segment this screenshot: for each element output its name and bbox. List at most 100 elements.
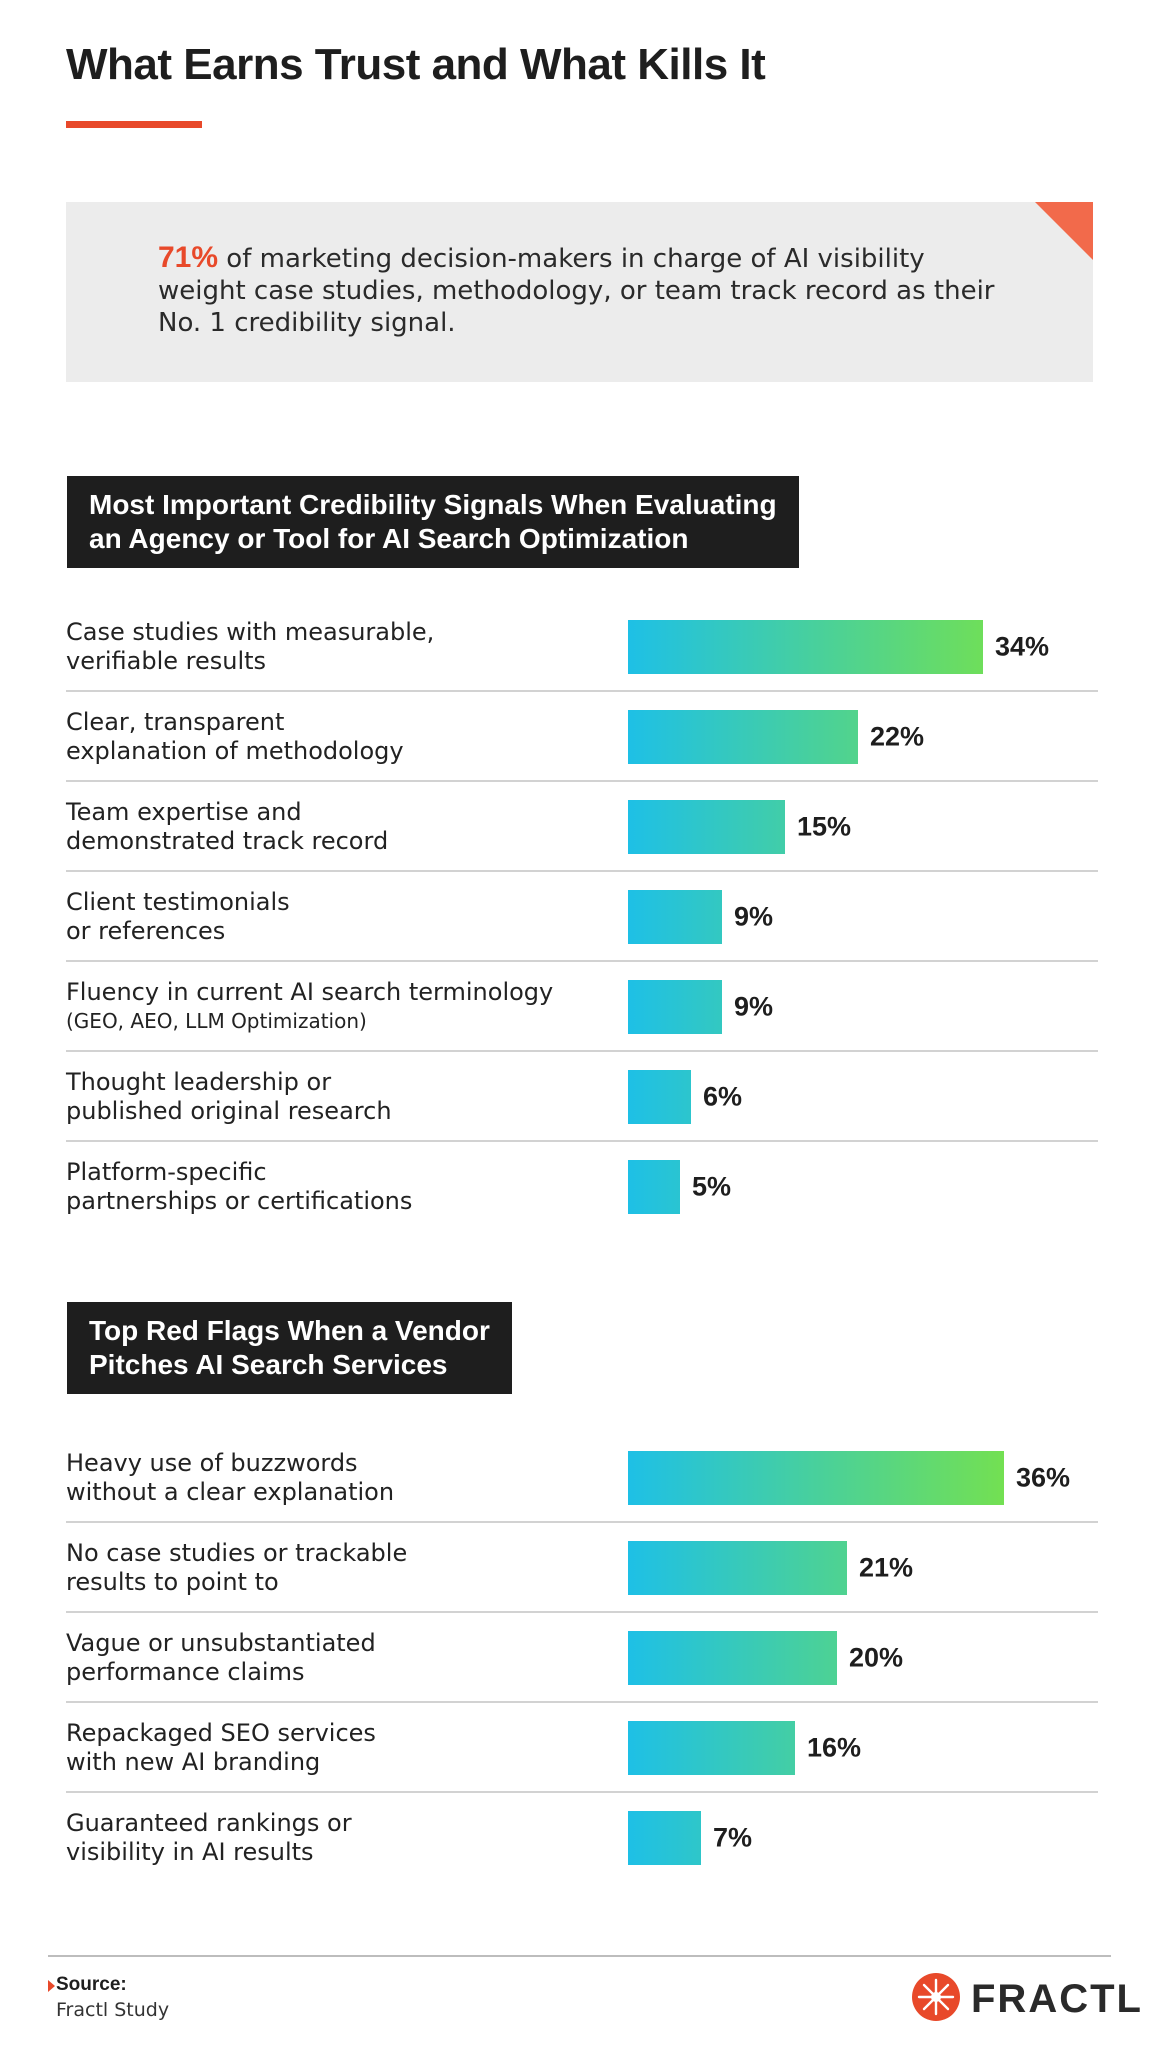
category-label: Clear, transparent explanation of methodo… xyxy=(66,708,626,766)
category-label-line: or references xyxy=(66,917,226,945)
row-divider xyxy=(66,960,1098,962)
chart-title-line: an Agency or Tool for AI Search Optimiza… xyxy=(89,523,689,554)
chart-row: Clear, transparent explanation of methodo… xyxy=(66,692,1098,782)
value-label: 21% xyxy=(859,1552,914,1583)
category-label: Client testimonials or references xyxy=(66,888,626,946)
category-label-line: performance claims xyxy=(66,1658,305,1686)
value-label: 16% xyxy=(807,1732,862,1763)
row-divider xyxy=(66,1791,1098,1793)
category-label-line: No case studies or trackable xyxy=(66,1539,408,1567)
chart-row: Case studies with measurable, verifiable … xyxy=(66,602,1098,692)
category-label-line: with new AI branding xyxy=(66,1748,321,1776)
category-label: Team expertise and demonstrated track rec… xyxy=(66,798,626,856)
row-divider xyxy=(66,1521,1098,1523)
category-label-line: Repackaged SEO services xyxy=(66,1719,376,1747)
row-divider xyxy=(66,870,1098,872)
row-divider xyxy=(66,1701,1098,1703)
bar xyxy=(628,1721,795,1775)
category-label-line: without a clear explanation xyxy=(66,1478,395,1506)
fractl-logo-icon xyxy=(912,1973,960,2021)
category-label: Fluency in current AI search terminology… xyxy=(66,978,626,1036)
bar xyxy=(628,1811,701,1865)
page-title: What Earns Trust and What Kills It xyxy=(66,40,766,89)
value-label: 7% xyxy=(713,1822,753,1853)
chart-title-credibility-signals: Most Important Credibility Signals When … xyxy=(67,476,799,568)
category-label: Guaranteed rankings or visibility in AI r… xyxy=(66,1809,626,1867)
bar xyxy=(628,1160,680,1214)
category-label: No case studies or trackable results to p… xyxy=(66,1539,626,1597)
value-label: 5% xyxy=(692,1171,732,1202)
category-label-line: Case studies with measurable, xyxy=(66,618,435,646)
source-text: Fractl Study xyxy=(56,1999,170,2021)
category-label-line: visibility in AI results xyxy=(66,1838,314,1866)
category-label: Heavy use of buzzwords without a clear ex… xyxy=(66,1449,626,1507)
value-label: 15% xyxy=(797,811,852,842)
source-marker-icon xyxy=(48,1980,55,1992)
brand-name: FRACTL xyxy=(971,1977,1143,2021)
value-label: 36% xyxy=(1016,1462,1071,1493)
chart-title-line: Top Red Flags When a Vendor xyxy=(89,1315,490,1346)
category-label-line: published original research xyxy=(66,1097,392,1125)
row-divider xyxy=(66,780,1098,782)
category-label-line: Thought leadership or xyxy=(66,1068,332,1096)
bar xyxy=(628,1631,837,1685)
category-label-line: demonstrated track record xyxy=(66,827,389,855)
category-label: Repackaged SEO services with new AI brand… xyxy=(66,1719,626,1777)
category-label-line: Clear, transparent xyxy=(66,708,285,736)
value-label: 20% xyxy=(849,1642,904,1673)
category-label-line: Vague or unsubstantiated xyxy=(66,1629,376,1657)
chart-row: Platform-specific partnerships or certifi… xyxy=(66,1142,1098,1232)
bar xyxy=(628,620,983,674)
value-label: 6% xyxy=(703,1081,743,1112)
key-stat-callout: 71% of marketing decision-makers in char… xyxy=(66,202,1093,382)
bar xyxy=(628,1541,847,1595)
brand-logo: FRACTL xyxy=(911,1960,1141,2030)
footer-divider xyxy=(48,1955,1111,1957)
bar xyxy=(628,1070,691,1124)
chart-row: Vague or unsubstantiated performance clai… xyxy=(66,1613,1098,1703)
chart-row: Repackaged SEO services with new AI brand… xyxy=(66,1703,1098,1793)
category-label-line: (GEO, AEO, LLM Optimization) xyxy=(66,1009,367,1033)
category-label-line: Client testimonials xyxy=(66,888,290,916)
chart-row: Client testimonials or references 9% xyxy=(66,872,1098,962)
bar xyxy=(628,890,722,944)
callout-stat: 71% xyxy=(158,241,219,274)
category-label: Vague or unsubstantiated performance clai… xyxy=(66,1629,626,1687)
category-label-line: Fluency in current AI search terminology xyxy=(66,978,554,1006)
row-divider xyxy=(66,1140,1098,1142)
category-label: Case studies with measurable, verifiable … xyxy=(66,618,626,676)
callout-body: of marketing decision-makers in charge o… xyxy=(158,244,995,338)
chart-row: Guaranteed rankings or visibility in AI r… xyxy=(66,1793,1098,1883)
value-label: 34% xyxy=(995,631,1050,662)
row-divider xyxy=(66,1611,1098,1613)
category-label-line: results to point to xyxy=(66,1568,279,1596)
bar xyxy=(628,1451,1004,1505)
bar xyxy=(628,800,785,854)
bar xyxy=(628,710,858,764)
category-label-line: Heavy use of buzzwords xyxy=(66,1449,358,1477)
chart-row: Heavy use of buzzwords without a clear ex… xyxy=(66,1433,1098,1523)
chart-title-line: Most Important Credibility Signals When … xyxy=(89,489,777,520)
value-label: 9% xyxy=(734,991,774,1022)
row-divider xyxy=(66,690,1098,692)
chart-title-red-flags: Top Red Flags When a Vendor Pitches AI S… xyxy=(67,1302,512,1394)
category-label-line: Platform-specific xyxy=(66,1158,267,1186)
source-label: Source: xyxy=(56,1974,127,1995)
category-label-line: partnerships or certifications xyxy=(66,1187,413,1215)
chart-row: Thought leadership or published original … xyxy=(66,1052,1098,1142)
category-label-line: Team expertise and xyxy=(66,798,302,826)
category-label-line: Guaranteed rankings or xyxy=(66,1809,352,1837)
corner-accent xyxy=(1035,202,1093,260)
category-label-line: verifiable results xyxy=(66,647,267,675)
row-divider xyxy=(66,1050,1098,1052)
callout-text: 71% of marketing decision-makers in char… xyxy=(158,242,1018,339)
category-label-line: explanation of methodology xyxy=(66,737,404,765)
category-label: Platform-specific partnerships or certifi… xyxy=(66,1158,626,1216)
bar xyxy=(628,980,722,1034)
value-label: 9% xyxy=(734,901,774,932)
value-label: 22% xyxy=(870,721,925,752)
category-label: Thought leadership or published original … xyxy=(66,1068,626,1126)
chart-title-line: Pitches AI Search Services xyxy=(89,1349,448,1380)
title-underline xyxy=(66,121,202,128)
chart-row: Fluency in current AI search terminology… xyxy=(66,962,1098,1052)
